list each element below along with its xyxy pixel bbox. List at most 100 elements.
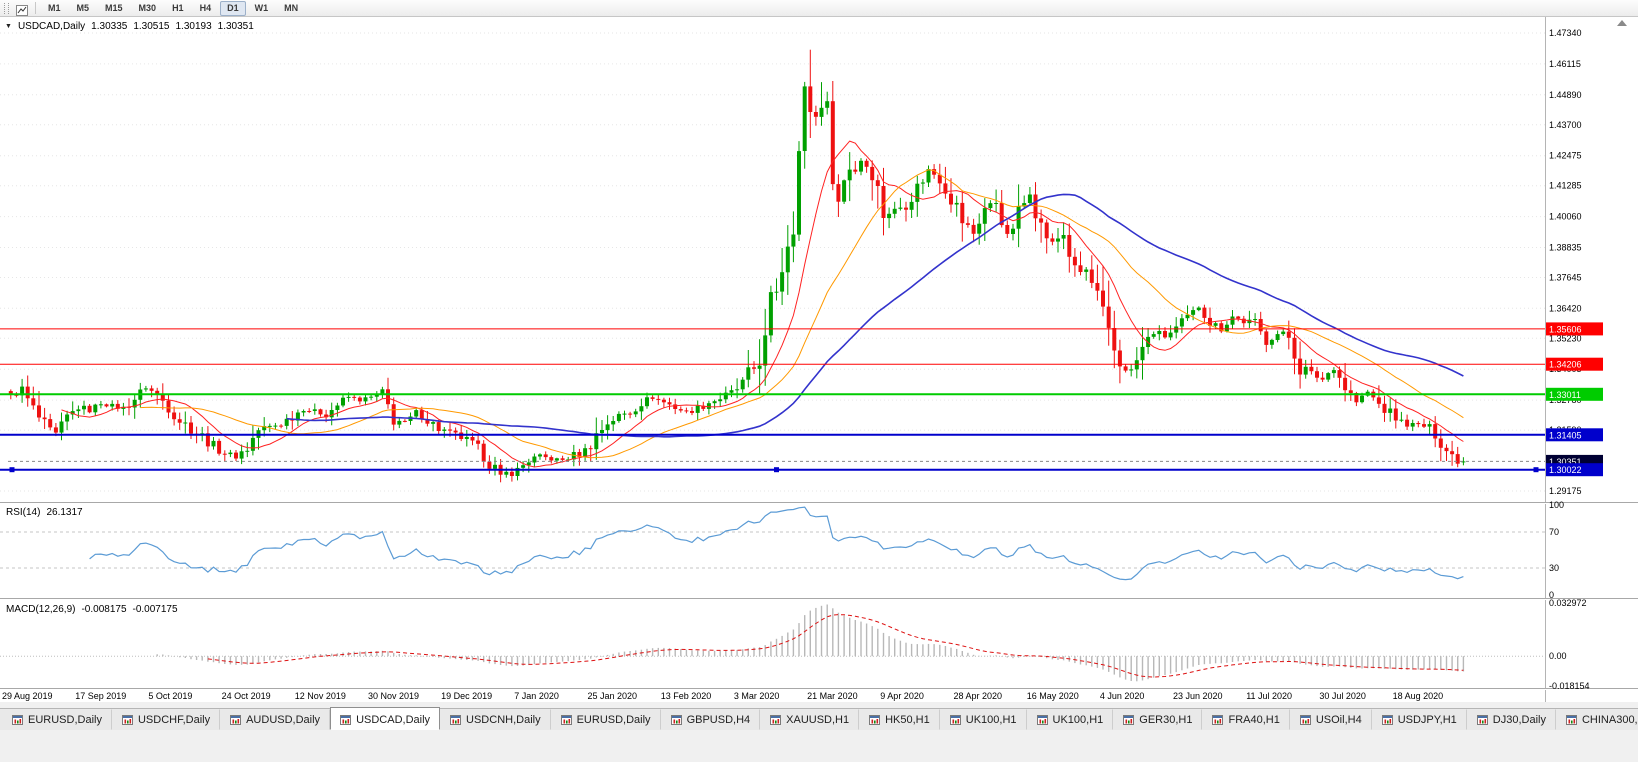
chart-tab[interactable]: USDCHF,Daily — [112, 709, 221, 730]
chart-tab[interactable]: EURUSD,Daily — [551, 709, 661, 730]
date-label: 9 Apr 2020 — [880, 691, 924, 701]
rsi-level-label: 100 — [1549, 500, 1564, 510]
ohlc-open-value: 1.30335 — [91, 21, 128, 32]
rsi-axis[interactable]: 100 70 30 0 — [1549, 500, 1564, 600]
macd-zero-label: 0.00 — [1549, 651, 1567, 661]
macd-main-value: -0.008175 — [81, 604, 127, 615]
rsi-pane — [0, 506, 1545, 581]
chart-tab[interactable]: DJ30,Daily — [1467, 709, 1556, 730]
chart-tab[interactable]: EURUSD,Daily — [2, 709, 112, 730]
rsi-name: RSI(14) — [6, 507, 41, 518]
rsi-value: 26.1317 — [46, 507, 83, 518]
timeframe-button[interactable]: M15 — [105, 2, 123, 13]
macd-indicator-label: MACD(12,26,9) -0.008175 -0.007175 — [6, 604, 178, 615]
timeframe-button[interactable]: M5 — [76, 2, 90, 13]
macd-max-label: 0.032972 — [1549, 598, 1587, 608]
ohlc-low-value: 1.30193 — [175, 21, 212, 32]
scroll-up-icon[interactable] — [1617, 20, 1627, 26]
chart-tab[interactable]: HK50,H1 — [859, 709, 940, 730]
chart-tab[interactable]: USDCAD,Daily — [330, 707, 441, 730]
chart-tab-label: USDCNH,Daily — [466, 713, 541, 726]
chart-tab-icon — [340, 714, 352, 725]
chart-tab[interactable]: UK100,H1 — [940, 709, 1027, 730]
macd-axis[interactable]: 0.032972 0.00 -0.018154 — [1549, 598, 1590, 691]
chart-tab-icon — [230, 714, 242, 725]
timeframe-button[interactable]: W1 — [254, 2, 269, 13]
date-label: 19 Dec 2019 — [441, 691, 492, 701]
ma-10-line[interactable] — [61, 140, 1464, 468]
hline-handle — [1533, 467, 1539, 473]
timeframe-button[interactable]: H4 — [199, 2, 212, 13]
timeframe-button[interactable]: H1 — [172, 2, 184, 13]
chart-tab[interactable]: UK100,H1 — [1027, 709, 1114, 730]
price-tick-label: 1.47340 — [1549, 28, 1582, 38]
timeframe-button[interactable]: D1 — [220, 0, 246, 16]
chart-tab-label: DJ30,Daily — [1492, 713, 1546, 726]
timeframe-button[interactable]: M30 — [138, 2, 157, 13]
price-tick-label: 1.36420 — [1549, 303, 1582, 313]
chart-tab[interactable]: GBPUSD,H4 — [661, 709, 761, 730]
chart-tab[interactable]: XAUUSD,H1 — [760, 709, 860, 730]
price-badge-1.31405: 1.31405 — [1546, 428, 1603, 442]
chart-tab-icon — [1212, 714, 1224, 725]
date-label: 18 Aug 2020 — [1393, 691, 1444, 701]
date-label: 25 Jan 2020 — [588, 691, 638, 701]
toolbar-grip[interactable] — [4, 2, 9, 14]
rsi-level-label: 70 — [1549, 527, 1559, 537]
price-tick-label: 1.37645 — [1549, 273, 1582, 283]
chart-tab[interactable]: AUDUSD,Daily — [220, 709, 331, 730]
chart-tab-icon — [450, 714, 462, 725]
price-tick-label: 1.40060 — [1549, 212, 1582, 222]
date-label: 5 Oct 2019 — [148, 691, 192, 701]
chart-tab-label: USDCHF,Daily — [137, 713, 211, 726]
price-badge-1.30022: 1.30022 — [1546, 463, 1603, 477]
rsi-indicator-label: RSI(14) 26.1317 — [6, 507, 83, 518]
date-label: 30 Nov 2019 — [368, 691, 419, 701]
price-tick-label: 1.38835 — [1549, 243, 1582, 253]
chart-background[interactable] — [0, 17, 1638, 702]
chart-tab-label: HK50,H1 — [885, 713, 930, 726]
chart-mode-icon[interactable] — [16, 3, 28, 16]
chart-tab-icon — [670, 714, 682, 725]
chart-tab-label: EURUSD,Daily — [576, 713, 651, 726]
chart-tab-icon — [949, 714, 961, 725]
chart-tab[interactable]: GER30,H1 — [1113, 709, 1203, 730]
timeframe-button[interactable]: MN — [284, 2, 299, 13]
time-axis[interactable]: 29 Aug 2019 17 Sep 2019 5 Oct 2019 24 Oct 2… — [2, 691, 1443, 701]
chart-tab-icon — [1299, 714, 1311, 725]
chart-tab-label: EURUSD,Daily — [28, 713, 102, 726]
chart-tab-icon — [1381, 714, 1393, 725]
chart-tab[interactable]: USOil,H4 — [1290, 709, 1372, 730]
chart-tab[interactable]: FRA40,H1 — [1202, 709, 1290, 730]
macd-pane — [0, 604, 1545, 682]
price-tick-label: 1.35230 — [1549, 333, 1582, 343]
chart-tab[interactable]: USDJPY,H1 — [1372, 709, 1467, 730]
ohlc-high-value: 1.30515 — [133, 21, 170, 32]
price-badge-1.33011: 1.33011 — [1546, 387, 1603, 401]
ma-50-line[interactable] — [286, 193, 1464, 438]
date-label: 17 Sep 2019 — [75, 691, 126, 701]
timeframe-button[interactable]: M1 — [48, 2, 61, 13]
toolbar-separator — [35, 2, 36, 14]
date-label: 21 Mar 2020 — [807, 691, 858, 701]
chart-tab-label: GER30,H1 — [1139, 713, 1193, 726]
rsi-line — [89, 506, 1464, 581]
date-label: 12 Nov 2019 — [295, 691, 346, 701]
chart-tab[interactable]: USDCNH,Daily — [440, 709, 551, 730]
price-tick-label: 1.29175 — [1549, 486, 1582, 496]
svg-text:1.31405: 1.31405 — [1549, 430, 1582, 440]
chart-tab-icon — [12, 714, 23, 725]
hline-1.30022[interactable] — [0, 467, 1545, 473]
ma-24-line[interactable] — [140, 169, 1464, 459]
hline-handle — [9, 467, 15, 473]
chart-tab-label: GBPUSD,H4 — [686, 713, 751, 726]
price-badge-1.34206: 1.34206 — [1546, 357, 1603, 371]
chart-tab[interactable]: CHINA300,H1 — [1556, 709, 1638, 730]
chart-canvas[interactable]: 1.47340 1.46115 1.44890 1.43700 1.42475 1.412… — [0, 17, 1638, 702]
date-label: 4 Jun 2020 — [1100, 691, 1145, 701]
collapse-chart-icon[interactable]: ▼ — [5, 22, 12, 30]
chart-tab-label: UK100,H1 — [965, 713, 1017, 726]
chart-tab-icon — [1123, 714, 1135, 725]
price-tick-label: 1.42475 — [1549, 151, 1582, 161]
price-badge-1.35606: 1.35606 — [1546, 322, 1603, 336]
